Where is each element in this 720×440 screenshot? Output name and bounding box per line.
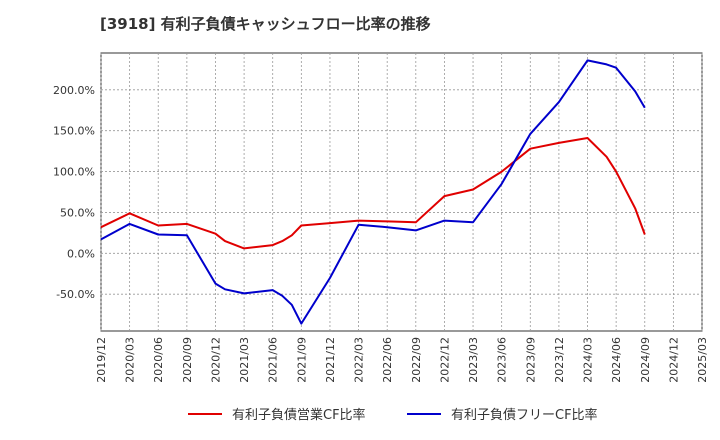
series-line-1 <box>100 59 646 325</box>
legend-swatch-free-cf <box>407 412 441 415</box>
x-tick-label-6: 2021/06 <box>267 337 280 383</box>
x-tick-label-15: 2023/09 <box>524 337 537 383</box>
x-tick-label-14: 2023/06 <box>496 337 509 383</box>
y-tick-label-3: 50.0% <box>60 206 95 219</box>
x-tick-label-10: 2022/06 <box>381 337 394 383</box>
chart-title: [3918] 有利子負債キャッシュフロー比率の推移 <box>100 15 431 33</box>
legend-label-operating-cf: 有利子負債営業CF比率 <box>232 408 366 423</box>
legend-item-free-cf: 有利子負債フリーCF比率 <box>407 404 598 423</box>
x-tick-label-18: 2024/06 <box>610 337 623 383</box>
x-tick-label-19: 2024/09 <box>639 337 652 383</box>
x-tick-label-8: 2021/12 <box>324 337 337 383</box>
x-tick-label-1: 2020/03 <box>124 337 137 383</box>
x-tick-label-2: 2020/06 <box>152 337 165 383</box>
x-axis-ticks: 2019/12 2020/03 2020/06 2020/09 2020/12 2021/… <box>95 337 709 383</box>
legend-swatch-operating-cf <box>188 412 222 415</box>
y-axis-ticks: 200.0% 150.0% 100.0% 50.0% 0.0% -50.0% <box>53 84 95 301</box>
y-tick-label-1: 150.0% <box>53 125 95 138</box>
y-tick-label-2: 100.0% <box>53 166 95 179</box>
x-tick-label-13: 2023/03 <box>467 337 480 383</box>
legend-label-free-cf: 有利子負債フリーCF比率 <box>451 408 598 423</box>
y-tick-label-0: 200.0% <box>53 84 95 97</box>
x-tick-label-21: 2025/03 <box>696 337 709 383</box>
x-tick-label-0: 2019/12 <box>95 337 108 383</box>
y-tick-label-4: 0.0% <box>67 247 95 260</box>
x-tick-label-9: 2022/03 <box>353 337 366 383</box>
x-tick-label-5: 2021/03 <box>238 337 251 383</box>
series-lines <box>100 59 646 325</box>
series-line-0 <box>100 137 646 250</box>
legend: 有利子負債営業CF比率 有利子負債フリーCF比率 <box>0 404 720 428</box>
grid-lines <box>100 53 703 331</box>
legend-item-operating-cf: 有利子負債営業CF比率 <box>188 404 366 423</box>
x-tick-label-17: 2024/03 <box>582 337 595 383</box>
plot-area <box>100 52 703 332</box>
x-tick-label-12: 2022/12 <box>438 337 451 383</box>
y-tick-label-5: -50.0% <box>56 288 95 301</box>
x-tick-label-16: 2023/12 <box>553 337 566 383</box>
x-tick-label-3: 2020/09 <box>181 337 194 383</box>
x-tick-label-11: 2022/09 <box>410 337 423 383</box>
x-tick-label-4: 2020/12 <box>209 337 222 383</box>
x-tick-label-7: 2021/09 <box>295 337 308 383</box>
x-tick-label-20: 2024/12 <box>667 337 680 383</box>
